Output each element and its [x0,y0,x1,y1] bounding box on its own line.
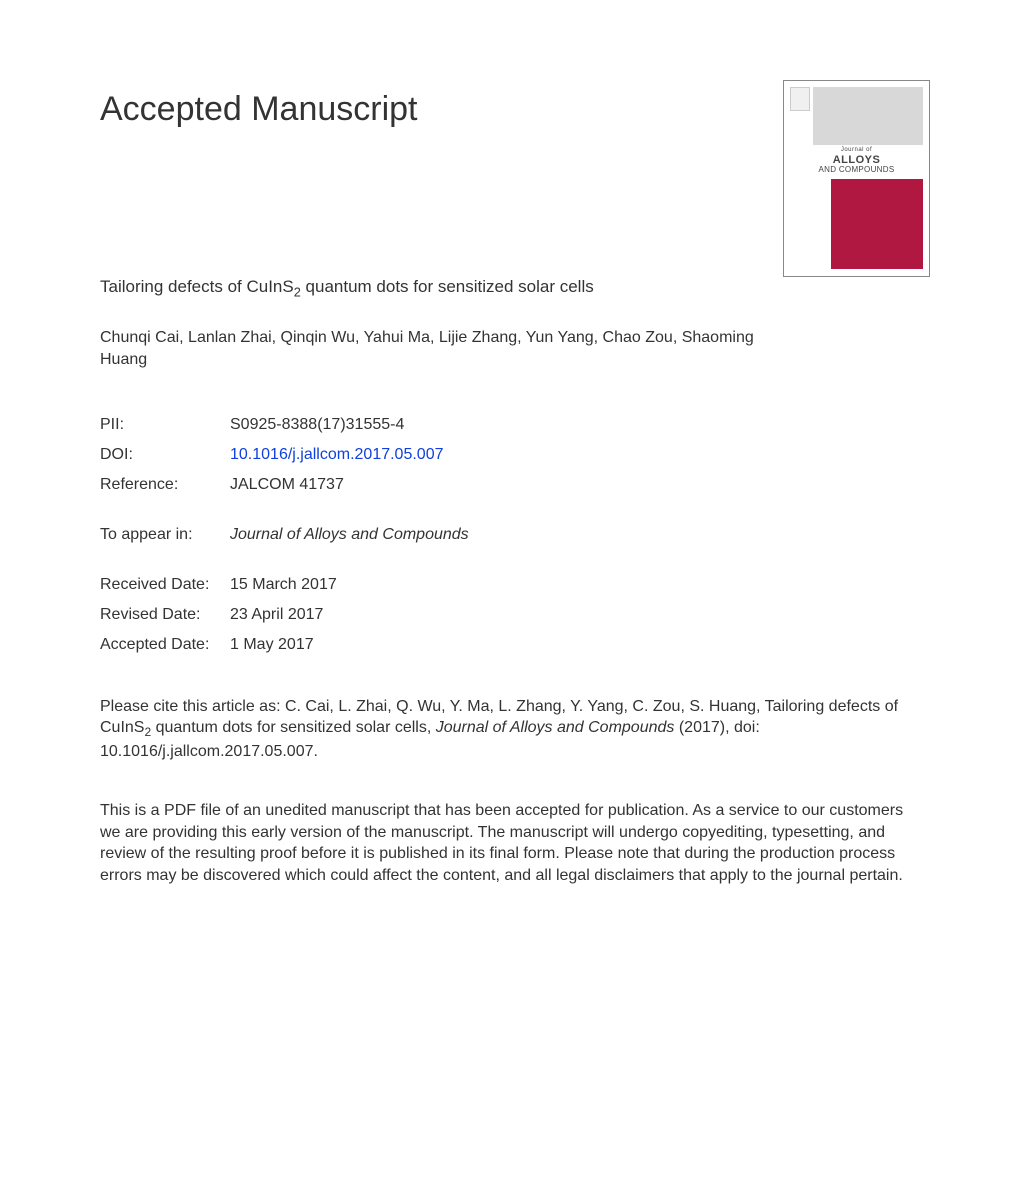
journal-cover-thumbnail: Journal of ALLOYS AND COMPOUNDS [783,80,930,277]
revised-label: Revised Date: [100,606,230,624]
doi-link[interactable]: 10.1016/j.jallcom.2017.05.007 [230,446,930,464]
received-label: Received Date: [100,576,230,594]
doi-label: DOI: [100,446,230,464]
pii-value: S0925-8388(17)31555-4 [230,416,930,434]
citation-text: Please cite this article as: C. Cai, L. … [100,696,900,763]
received-value: 15 March 2017 [230,576,930,594]
cover-grey-block [813,87,923,145]
appear-value: Journal of Alloys and Compounds [230,526,930,544]
disclaimer-text: This is a PDF file of an unedited manusc… [100,800,920,886]
cover-journal-title: Journal of ALLOYS AND COMPOUNDS [784,145,929,176]
revised-value: 23 April 2017 [230,606,930,624]
accepted-value: 1 May 2017 [230,636,930,654]
cover-toc-text [790,179,828,269]
reference-value: JALCOM 41737 [230,476,930,494]
publisher-logo-icon [790,87,810,111]
appear-label: To appear in: [100,526,230,544]
metadata-table: PII: S0925-8388(17)31555-4 DOI: 10.1016/… [100,416,930,654]
reference-label: Reference: [100,476,230,494]
page-title: Accepted Manuscript [100,90,418,129]
accepted-label: Accepted Date: [100,636,230,654]
cover-accent-block [831,179,923,269]
article-title: Tailoring defects of CuInS2 quantum dots… [100,277,740,299]
authors-list: Chunqi Cai, Lanlan Zhai, Qinqin Wu, Yahu… [100,327,780,370]
pii-label: PII: [100,416,230,434]
